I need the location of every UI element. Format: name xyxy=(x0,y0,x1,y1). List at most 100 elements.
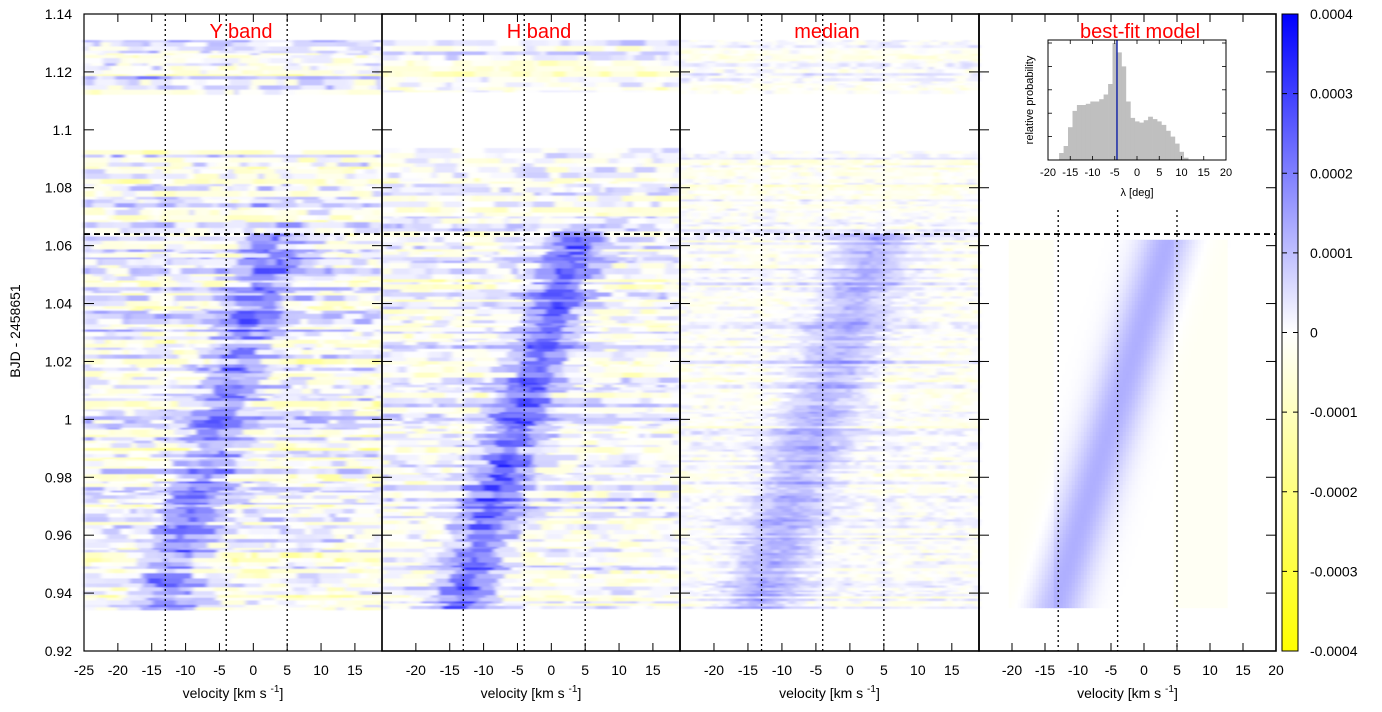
residual-cell xyxy=(393,71,403,78)
residual-cell xyxy=(237,347,243,351)
residual-cell xyxy=(366,583,381,588)
residual-cell xyxy=(478,45,501,52)
residual-cell xyxy=(209,186,223,192)
residual-cell xyxy=(321,222,331,229)
residual-cell xyxy=(432,268,451,275)
residual-cell xyxy=(560,445,582,448)
residual-cell xyxy=(643,390,650,394)
residual-cell xyxy=(315,287,339,292)
residual-cell xyxy=(376,70,381,75)
residual-cell xyxy=(145,513,154,518)
residual-cell xyxy=(129,607,142,611)
residual-cell xyxy=(257,508,283,514)
residual-cell xyxy=(189,406,212,410)
residual-cell xyxy=(407,254,414,258)
residual-cell xyxy=(98,354,115,360)
residual-cell xyxy=(671,481,681,486)
residual-cell xyxy=(171,395,194,399)
residual-cell xyxy=(354,79,377,86)
residual-cell xyxy=(569,260,576,264)
residual-cell xyxy=(299,63,326,67)
residual-cell xyxy=(596,484,606,492)
residual-cell xyxy=(193,393,202,397)
residual-cell xyxy=(263,468,283,475)
residual-cell xyxy=(670,282,676,285)
residual-cell xyxy=(382,306,405,310)
residual-cell xyxy=(250,184,258,187)
residual-cell xyxy=(240,150,262,155)
residual-cell xyxy=(580,431,597,434)
residual-cell xyxy=(502,473,510,475)
residual-cell xyxy=(371,607,378,611)
residual-cell xyxy=(656,76,668,83)
residual-cell xyxy=(211,249,226,253)
residual-cell xyxy=(436,387,450,391)
residual-cell xyxy=(177,308,202,312)
residual-cell xyxy=(414,490,432,493)
residual-cell xyxy=(309,450,324,455)
residual-cell xyxy=(461,484,484,492)
residual-cell xyxy=(359,301,374,307)
residual-cell xyxy=(377,607,383,611)
residual-cell xyxy=(559,76,581,83)
residual-cell xyxy=(542,316,564,321)
residual-cell xyxy=(367,55,376,59)
residual-cell xyxy=(507,387,515,391)
residual-cell xyxy=(260,517,286,523)
residual-cell xyxy=(340,395,352,399)
residual-cell xyxy=(423,325,447,328)
residual-cell xyxy=(626,260,637,264)
residual-cell xyxy=(160,240,185,245)
residual-cell xyxy=(601,397,620,404)
residual-cell xyxy=(364,169,378,175)
residual-cell xyxy=(372,190,383,198)
residual-cell xyxy=(582,390,604,394)
residual-cell xyxy=(300,490,315,493)
residual-cell xyxy=(136,495,156,500)
residual-cell xyxy=(342,450,355,455)
residual-cell xyxy=(84,287,100,292)
residual-cell xyxy=(210,478,229,482)
residual-cell xyxy=(311,50,318,54)
residual-cell xyxy=(345,406,364,410)
residual-cell xyxy=(214,313,231,320)
residual-cell xyxy=(343,437,363,441)
residual-cell xyxy=(614,289,622,293)
residual-cell xyxy=(467,340,487,343)
residual-cell xyxy=(205,329,228,333)
residual-cell xyxy=(528,223,540,229)
residual-cell xyxy=(109,429,115,436)
residual-cell xyxy=(151,179,175,185)
residual-cell xyxy=(483,377,494,384)
residual-cell xyxy=(219,293,227,296)
residual-cell xyxy=(419,320,435,324)
residual-cell xyxy=(84,318,99,325)
residual-cell xyxy=(151,253,171,258)
residual-cell xyxy=(303,594,329,599)
residual-cell xyxy=(284,306,308,310)
residual-cell xyxy=(349,244,375,250)
residual-cell xyxy=(184,240,196,245)
residual-cell xyxy=(215,393,231,397)
residual-cell xyxy=(136,443,156,449)
residual-cell xyxy=(474,392,489,399)
residual-cell xyxy=(84,42,94,47)
residual-cell xyxy=(125,233,144,237)
residual-cell xyxy=(245,220,264,223)
residual-cell xyxy=(488,76,515,83)
residual-cell xyxy=(490,431,498,434)
residual-cell xyxy=(426,345,437,350)
residual-cell xyxy=(126,354,142,360)
residual-cell xyxy=(177,379,187,386)
residual-cell xyxy=(633,60,642,67)
residual-cell xyxy=(371,268,377,275)
residual-cell xyxy=(485,433,508,439)
residual-cell xyxy=(263,591,288,596)
residual-cell xyxy=(468,178,475,182)
residual-cell xyxy=(540,327,563,332)
residual-cell xyxy=(668,314,680,317)
residual-cell xyxy=(312,542,329,549)
residual-cell xyxy=(98,233,117,237)
residual-cell xyxy=(218,539,237,543)
residual-cell xyxy=(530,327,542,332)
